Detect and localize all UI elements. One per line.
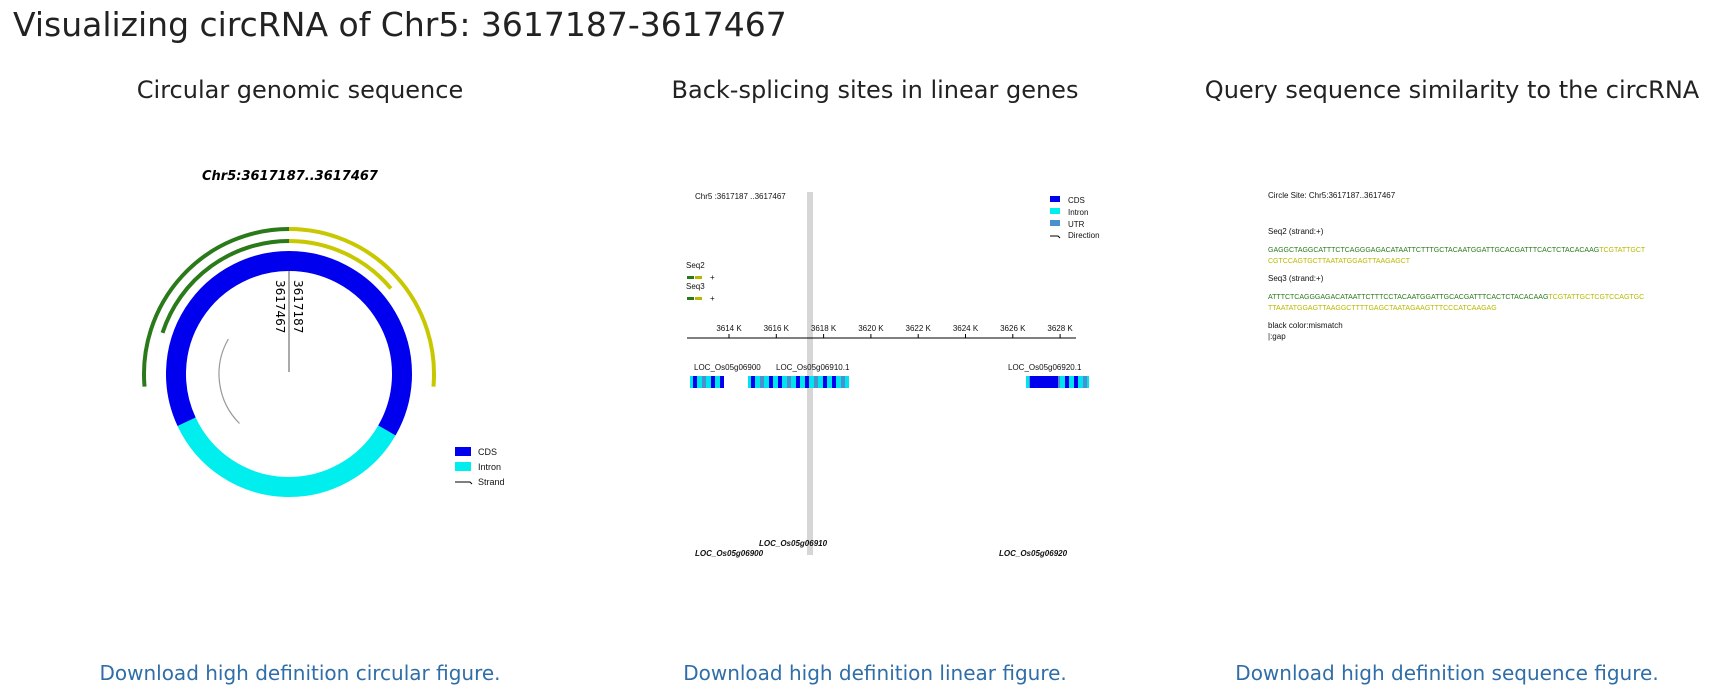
exon (1074, 376, 1078, 388)
legend-label: CDS (478, 447, 497, 457)
start-label: 3617187 (291, 280, 305, 333)
exon (796, 376, 800, 388)
tick-label: 3618 K (811, 324, 837, 333)
transcript-label: LOC_Os05g06920.1 (1008, 363, 1082, 372)
exon (823, 376, 827, 388)
download-link[interactable]: Download high definition circular figure… (99, 661, 500, 685)
exon (769, 376, 773, 388)
legend-swatch (1050, 220, 1060, 226)
query-label: Seq2 (strand:+) (1268, 227, 1324, 236)
sequence-line: GAGGCTAGGCATTTCTCAGGGAGACATAATTCTTTGCTAC… (1268, 247, 1646, 254)
tick-label: 3624 K (953, 324, 979, 333)
gene-label: LOC_Os05g06920 (999, 549, 1068, 558)
legend-arrow (1050, 235, 1061, 239)
read-arc (288, 239, 393, 290)
tick-label: 3622 K (906, 324, 932, 333)
legend-label: Intron (478, 462, 501, 472)
panel-title: Back-splicing sites in linear genes (672, 76, 1079, 104)
read (687, 276, 694, 279)
legend-swatch (455, 447, 471, 456)
site-bar (807, 192, 813, 555)
gene-label: LOC_Os05g06900 (695, 549, 764, 558)
exon (832, 376, 836, 388)
gene-label: LOC_Os05g06910 (759, 539, 828, 548)
legend-label: UTR (1068, 220, 1085, 229)
read-arc (160, 239, 290, 334)
site-label: Chr5 :3617187 ..3617467 (695, 192, 786, 201)
legend-swatch (1050, 208, 1060, 214)
exon (693, 376, 697, 388)
strand-arc (218, 338, 240, 424)
exon (1065, 376, 1069, 388)
exon (787, 376, 791, 388)
legend-label: Intron (1068, 208, 1088, 217)
cds-segment (288, 251, 412, 436)
tick-label: 3628 K (1047, 324, 1073, 333)
sequence-figure: Circle Site: Chr5:3617187..3617467 Seq2 … (1268, 191, 1646, 341)
match: GAGGCTAGGCATTTCTCAGGGAGACATAATTCTTTGCTAC… (1268, 247, 1599, 254)
tick-label: 3616 K (764, 324, 790, 333)
panel-title: Circular genomic sequence (137, 76, 463, 104)
read (695, 297, 702, 300)
match: ATTTCTCAGGGAGACATAATTCTTTCCTACAATGGATTGC… (1268, 294, 1548, 301)
match: CGTCCAGTGCTTAATATGGAGTTAAGAGCT (1268, 258, 1411, 265)
read-strand: + (710, 273, 715, 282)
read-name: Seq3 (686, 282, 705, 291)
exon (751, 376, 755, 388)
read (695, 276, 702, 279)
sequence-line: TTAATATGGAGTTAAGGCTTTTGAGCTAATAGAAGTTTCC… (1268, 305, 1497, 312)
read-strand: + (710, 294, 715, 303)
query-label: Seq3 (strand:+) (1268, 274, 1324, 283)
cds-segment (166, 251, 290, 426)
tick-label: 3614 K (716, 324, 742, 333)
transcript-label: LOC_Os05g06910.1 (776, 363, 850, 372)
read (687, 297, 694, 300)
tick-label: 3620 K (858, 324, 884, 333)
legend-label: CDS (1068, 196, 1085, 205)
site-label: Circle Site: Chr5:3617187..3617467 (1268, 191, 1396, 200)
read-name: Seq2 (686, 261, 705, 270)
legend-swatch (455, 462, 471, 471)
exon (760, 376, 764, 388)
tick-label: 3626 K (1000, 324, 1026, 333)
exon (841, 376, 845, 388)
exon (805, 376, 809, 388)
download-link[interactable]: Download high definition sequence figure… (1235, 661, 1658, 685)
circular-figure: Chr5:3617187..3617467 3617187 3617467 CD… (142, 169, 505, 497)
transcript-label: LOC_Os05g06900 (694, 363, 761, 372)
exon (720, 376, 724, 388)
exon (711, 376, 715, 388)
match: TCGTATTGCTCGTCCAGTGC (1548, 294, 1644, 301)
note: |:gap (1268, 332, 1286, 341)
end-label: 3617467 (273, 280, 287, 333)
exon (1083, 376, 1087, 388)
gene-body (690, 376, 724, 388)
legend-arrow (455, 481, 473, 485)
exon (1030, 376, 1058, 388)
sequence-line: ATTTCTCAGGGAGACATAATTCTTTCCTACAATGGATTGC… (1268, 294, 1644, 301)
exon (778, 376, 782, 388)
intron-segment (177, 417, 396, 497)
figure-title: Chr5:3617187..3617467 (202, 169, 379, 184)
legend-label: Strand (478, 477, 505, 487)
exon (702, 376, 706, 388)
linear-figure: Chr5 :3617187 ..3617467 CDS Intron UTR D… (686, 192, 1100, 558)
legend-label: Direction (1068, 231, 1100, 240)
match: TCGTATTGCT (1599, 247, 1646, 254)
read-arc (142, 227, 290, 387)
exon (814, 376, 818, 388)
read-arc (288, 227, 436, 387)
note: black color:mismatch (1268, 321, 1343, 330)
page-title: Visualizing circRNA of Chr5: 3617187-361… (13, 5, 787, 44)
match: TTAATATGGAGTTAAGGCTTTTGAGCTAATAGAAGTTTCC… (1268, 305, 1497, 312)
panel-title: Query sequence similarity to the circRNA (1205, 76, 1700, 104)
sequence-line: CGTCCAGTGCTTAATATGGAGTTAAGAGCT (1268, 258, 1411, 265)
download-link[interactable]: Download high definition linear figure. (683, 661, 1067, 685)
legend-swatch (1050, 196, 1060, 202)
